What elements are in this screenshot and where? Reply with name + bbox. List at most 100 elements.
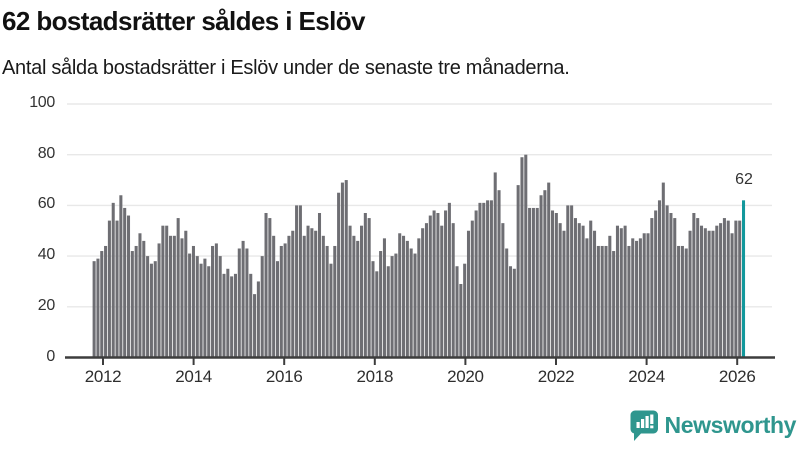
- bar: [375, 271, 379, 358]
- bar: [275, 261, 280, 358]
- bar: [287, 235, 291, 358]
- bar: [627, 245, 631, 358]
- bar: [390, 256, 394, 358]
- bar: [100, 251, 104, 358]
- bar: [738, 220, 742, 358]
- bar: [333, 245, 337, 358]
- mini-bar-2: [640, 418, 644, 428]
- bar: [298, 205, 302, 358]
- bar: [279, 245, 283, 358]
- bar: [635, 240, 639, 358]
- x-tick-label-2016: 2016: [265, 367, 303, 386]
- bar: [233, 273, 237, 358]
- bar: [543, 190, 547, 358]
- bar: [589, 220, 593, 358]
- bar: [356, 240, 360, 358]
- bar: [608, 235, 612, 358]
- bar: [230, 276, 234, 358]
- bar: [673, 218, 677, 358]
- bar: [642, 233, 646, 358]
- bar: [703, 228, 707, 358]
- bar: [329, 263, 333, 358]
- bar: [440, 225, 444, 358]
- bar: [222, 273, 226, 358]
- bar: [539, 195, 543, 358]
- bar: [161, 225, 165, 358]
- bar: [726, 220, 730, 358]
- bar: [619, 228, 623, 358]
- bar: [130, 251, 134, 358]
- newsworthy-logo[interactable]: Newsworthy: [630, 408, 796, 442]
- bars-group: [92, 154, 746, 358]
- bar: [360, 225, 364, 358]
- y-tick-label-20: 20: [37, 296, 56, 314]
- exclamation-stem: [649, 414, 653, 424]
- bar: [463, 263, 467, 358]
- bar: [253, 294, 257, 358]
- bar: [581, 225, 585, 358]
- bar: [474, 210, 478, 358]
- x-tick-label-2024: 2024: [628, 367, 665, 386]
- x-tick-label-2018: 2018: [356, 367, 394, 386]
- bar: [218, 256, 222, 358]
- x-tick-label-2026: 2026: [718, 367, 756, 386]
- exclamation-dot: [649, 425, 653, 428]
- bar: [650, 218, 654, 358]
- bar: [245, 248, 249, 358]
- bar: [585, 238, 589, 358]
- y-tick-label-40: 40: [37, 246, 56, 264]
- latest-value-label: 62: [735, 171, 753, 188]
- bar: [520, 157, 524, 358]
- bar: [696, 218, 700, 358]
- bar: [325, 245, 329, 358]
- bar: [268, 218, 272, 358]
- bar: [153, 261, 157, 358]
- bar: [283, 243, 287, 358]
- bar: [188, 253, 192, 358]
- bar: [302, 235, 306, 358]
- bar: [317, 213, 322, 358]
- bar: [176, 218, 180, 358]
- bar: [669, 213, 673, 358]
- chart-subtitle: Antal sålda bostadsrätter i Eslöv under …: [2, 57, 570, 79]
- bar: [570, 205, 574, 358]
- bar: [203, 258, 207, 358]
- bar: [337, 192, 341, 358]
- bar: [719, 223, 723, 358]
- bar: [455, 266, 459, 358]
- y-tick-label-100: 100: [29, 94, 55, 111]
- bar: [348, 225, 352, 358]
- mini-bar-1: [636, 421, 640, 428]
- bar: [394, 253, 398, 358]
- bar: [241, 240, 245, 358]
- bar: [363, 213, 367, 358]
- bar: [486, 200, 490, 358]
- bar: [96, 258, 100, 358]
- bar: [199, 263, 203, 358]
- bar: [207, 266, 211, 358]
- bar: [436, 213, 440, 358]
- bar: [505, 248, 509, 358]
- bar: [508, 266, 513, 358]
- bar: [119, 195, 123, 358]
- bar: [371, 261, 375, 358]
- bar: [157, 243, 161, 358]
- bar: [191, 245, 195, 358]
- bar: [489, 200, 493, 358]
- bar: [692, 213, 696, 358]
- bar: [512, 268, 516, 358]
- bar: [264, 213, 268, 358]
- bar: [447, 202, 451, 358]
- bar: [134, 245, 138, 358]
- bar: [291, 230, 295, 358]
- bar: [142, 240, 146, 358]
- bar: [428, 215, 432, 358]
- bar: [409, 248, 413, 358]
- bar: [558, 223, 562, 358]
- x-tick-label-2020: 2020: [447, 367, 484, 386]
- bar: [646, 233, 650, 358]
- bar: [466, 230, 471, 358]
- bar: [340, 182, 344, 358]
- bar: [272, 235, 276, 358]
